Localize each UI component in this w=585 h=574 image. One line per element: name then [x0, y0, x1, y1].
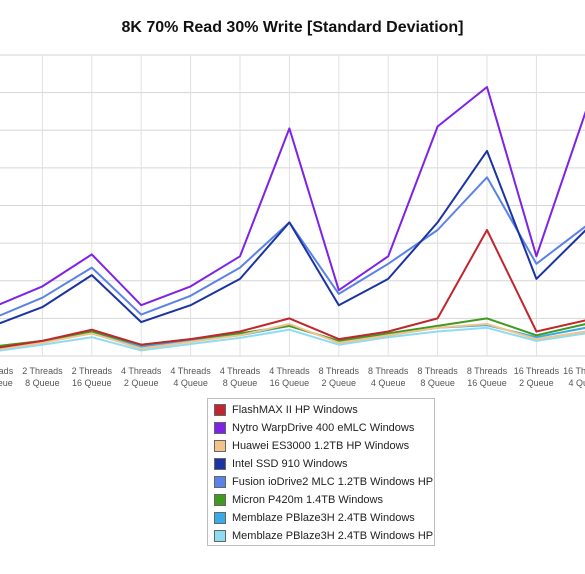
legend-item: Huawei ES3000 1.2TB HP Windows [214, 437, 409, 455]
legend-swatch [214, 512, 226, 524]
grid-layer [0, 54, 585, 357]
series-line [0, 317, 585, 347]
x-tick-label: 16 Queue [72, 378, 112, 388]
chart-title: 8K 70% Read 30% Write [Standard Deviatio… [121, 19, 464, 36]
legend-label: FlashMAX II HP Windows [232, 404, 358, 416]
x-tick-label: 16 Threads [514, 366, 560, 376]
series-line [0, 176, 585, 317]
x-tick-label: 4 Queue [569, 378, 585, 388]
legend-label: Fusion ioDrive2 MLC 1.2TB Windows HP [232, 476, 434, 488]
x-tick-label: 16 Queue [270, 378, 310, 388]
series-line [0, 149, 585, 325]
x-axis-tick-labels: 1 Threads 16 Queue 2 Threads 8 Queue 2 Threa… [0, 366, 585, 388]
x-tick-label: 16 Threads [563, 366, 585, 376]
x-tick-label: 2 Queue [519, 378, 554, 388]
legend-label: Huawei ES3000 1.2TB HP Windows [232, 440, 410, 452]
x-tick-label: 8 Queue [223, 378, 258, 388]
legend-swatch [214, 458, 226, 470]
x-tick-label: 1 Threads [0, 366, 14, 376]
legend-item: Micron P420m 1.4TB Windows [214, 491, 383, 509]
legend-label: Memblaze PBlaze3H 2.4TB Windows [232, 512, 415, 524]
legend-swatch [214, 476, 226, 488]
x-tick-label: 8 Queue [420, 378, 455, 388]
x-tick-label: 4 Queue [173, 378, 208, 388]
legend-item: FlashMAX II HP Windows [214, 401, 358, 419]
legend-label: Memblaze PBlaze3H 2.4TB Windows HP [232, 530, 434, 542]
x-tick-label: 4 Queue [371, 378, 406, 388]
x-tick-label: 8 Threads [368, 366, 409, 376]
legend-item: Fusion ioDrive2 MLC 1.2TB Windows HP [214, 473, 433, 491]
legend-label: Nytro WarpDrive 400 eMLC Windows [232, 422, 415, 434]
x-tick-label: 8 Queue [25, 378, 60, 388]
x-tick-label: 4 Threads [121, 366, 162, 376]
legend-item: Intel SSD 910 Windows [214, 455, 348, 473]
x-tick-label: 2 Queue [124, 378, 159, 388]
legend-swatch [214, 494, 226, 506]
series-line [0, 326, 585, 352]
legend-swatch [214, 440, 226, 452]
legend-swatch [214, 530, 226, 542]
series-line [0, 86, 585, 307]
series-line [0, 324, 585, 348]
legend-label: Intel SSD 910 Windows [232, 458, 348, 470]
x-tick-label: 2 Threads [22, 366, 63, 376]
x-tick-label: 2 Queue [322, 378, 357, 388]
x-tick-label: 16 Queue [467, 378, 507, 388]
x-tick-label: 4 Threads [170, 366, 211, 376]
x-tick-label: 16 Queue [0, 378, 13, 388]
legend-label: Micron P420m 1.4TB Windows [232, 494, 383, 506]
legend-item: Memblaze PBlaze3H 2.4TB Windows HP [214, 527, 433, 545]
legend-item: Memblaze PBlaze3H 2.4TB Windows [214, 509, 415, 527]
legend-item: Nytro WarpDrive 400 eMLC Windows [214, 419, 414, 437]
series-line [0, 323, 585, 350]
x-tick-label: 8 Threads [417, 366, 458, 376]
x-tick-label: 8 Threads [319, 366, 360, 376]
chart-legend: FlashMAX II HP Windows Nytro WarpDrive 40… [207, 398, 435, 546]
series-layer [0, 86, 585, 352]
x-tick-label: 4 Threads [269, 366, 310, 376]
x-tick-label: 4 Threads [220, 366, 261, 376]
legend-swatch [214, 404, 226, 416]
series-line [0, 229, 585, 349]
x-tick-label: 8 Threads [467, 366, 508, 376]
legend-swatch [214, 422, 226, 434]
x-tick-label: 2 Threads [72, 366, 113, 376]
